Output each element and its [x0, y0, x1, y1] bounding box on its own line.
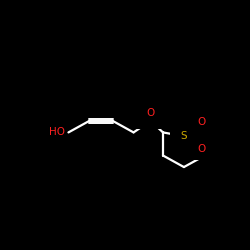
Text: HO: HO [49, 128, 65, 138]
Text: O: O [198, 144, 206, 154]
Text: O: O [146, 108, 155, 118]
Text: O: O [198, 118, 206, 128]
Text: S: S [180, 131, 187, 141]
